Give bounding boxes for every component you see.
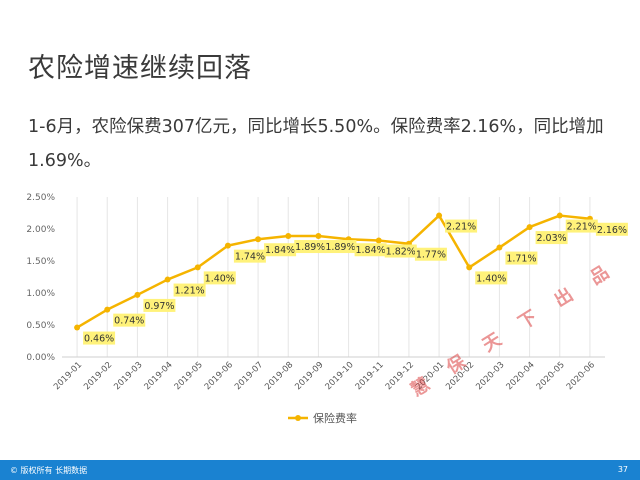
x-tick-label: 2019-08: [263, 360, 295, 392]
footer-copyright: © 版权所有 长期数据: [10, 466, 88, 475]
data-point: [556, 212, 563, 219]
x-tick-label: 2019-05: [173, 360, 205, 392]
data-label-bg: [535, 231, 568, 245]
legend-label: 保险费率: [313, 411, 357, 425]
data-point: [194, 264, 201, 271]
x-tick-label: 2019-03: [112, 360, 144, 392]
series-line: [76, 214, 591, 329]
data-point: [134, 291, 141, 298]
y-tick-label: 0.50%: [26, 321, 55, 331]
y-tick-label: 1.50%: [26, 257, 55, 267]
data-label-bg: [143, 298, 176, 312]
y-tick-label: 2.00%: [26, 225, 55, 235]
data-point: [255, 236, 262, 243]
x-tick-label: 2020-03: [474, 360, 506, 392]
y-tick-label: 1.00%: [26, 289, 55, 299]
data-point: [104, 306, 111, 313]
slide-title: 农险增速继续回落: [28, 53, 252, 84]
data-label: 0.97%: [144, 301, 174, 312]
data-label-bg: [505, 251, 538, 265]
x-tick-label: 2019-09: [293, 360, 325, 392]
data-label: 1.82%: [386, 247, 416, 258]
data-label-bg: [445, 219, 478, 233]
data-point: [466, 264, 473, 271]
x-tick-label: 2019-01: [52, 360, 84, 392]
data-label: 1.40%: [476, 273, 506, 284]
data-point: [375, 237, 382, 244]
data-label: 1.89%: [295, 242, 325, 253]
data-point: [315, 233, 322, 240]
x-tick-label: 2020-06: [565, 360, 597, 392]
legend-marker: [295, 415, 301, 421]
data-label-bg: [354, 243, 387, 257]
x-tick-label: 2019-06: [203, 360, 235, 392]
data-label: 1.77%: [416, 250, 446, 261]
data-label-bg: [113, 313, 146, 327]
data-point: [285, 233, 292, 240]
data-label-bg: [294, 240, 327, 254]
data-label-bg: [233, 249, 266, 263]
data-point: [74, 324, 81, 331]
data-label-bg: [264, 243, 297, 257]
data-label: 2.03%: [536, 233, 566, 244]
footer-bar: © 版权所有 长期数据 37: [0, 460, 640, 480]
data-label: 2.21%: [567, 222, 597, 233]
data-label: 1.40%: [205, 273, 235, 284]
x-tick-label: 2019-02: [82, 360, 114, 392]
data-label: 1.71%: [506, 254, 536, 265]
data-label: 1.21%: [174, 286, 204, 297]
data-label-bg: [83, 331, 116, 345]
data-point: [164, 276, 171, 283]
data-label-bg: [475, 271, 508, 285]
data-label: 1.84%: [265, 245, 295, 256]
data-label-bg: [384, 244, 417, 258]
x-tick-label: 2020-04: [505, 360, 537, 392]
slide-subtitle: 1-6月，农险保费307亿元，同比增长5.50%。保险费率2.16%，同比增加1…: [28, 117, 604, 171]
x-tick-label: 2019-07: [233, 360, 265, 392]
data-label: 2.21%: [446, 222, 476, 233]
data-point: [224, 242, 231, 249]
x-tick-label: 2020-05: [535, 360, 567, 392]
data-label: 1.89%: [325, 242, 355, 253]
data-label: 1.84%: [355, 245, 385, 256]
data-label: 1.74%: [235, 252, 265, 263]
data-label-bg: [565, 219, 598, 233]
data-point: [496, 244, 503, 251]
data-point: [436, 212, 443, 219]
line-chart: 0.00%0.50%1.00%1.50%2.00%2.50%2019-01201…: [26, 193, 628, 425]
data-label-bg: [414, 247, 447, 261]
x-tick-label: 2019-10: [324, 360, 356, 392]
data-label-bg: [173, 283, 206, 297]
y-tick-label: 2.50%: [26, 193, 55, 203]
y-tick-label: 0.00%: [26, 353, 55, 363]
page-number: 37: [617, 465, 628, 474]
data-label-bg: [324, 240, 357, 254]
data-point: [526, 224, 533, 231]
data-label: 0.74%: [114, 316, 144, 327]
data-label: 2.16%: [597, 225, 627, 236]
data-label: 0.46%: [84, 334, 114, 345]
x-tick-label: 2019-04: [143, 360, 175, 392]
data-label-bg: [203, 271, 236, 285]
data-label-bg: [595, 222, 628, 236]
x-tick-label: 2019-11: [354, 360, 386, 392]
